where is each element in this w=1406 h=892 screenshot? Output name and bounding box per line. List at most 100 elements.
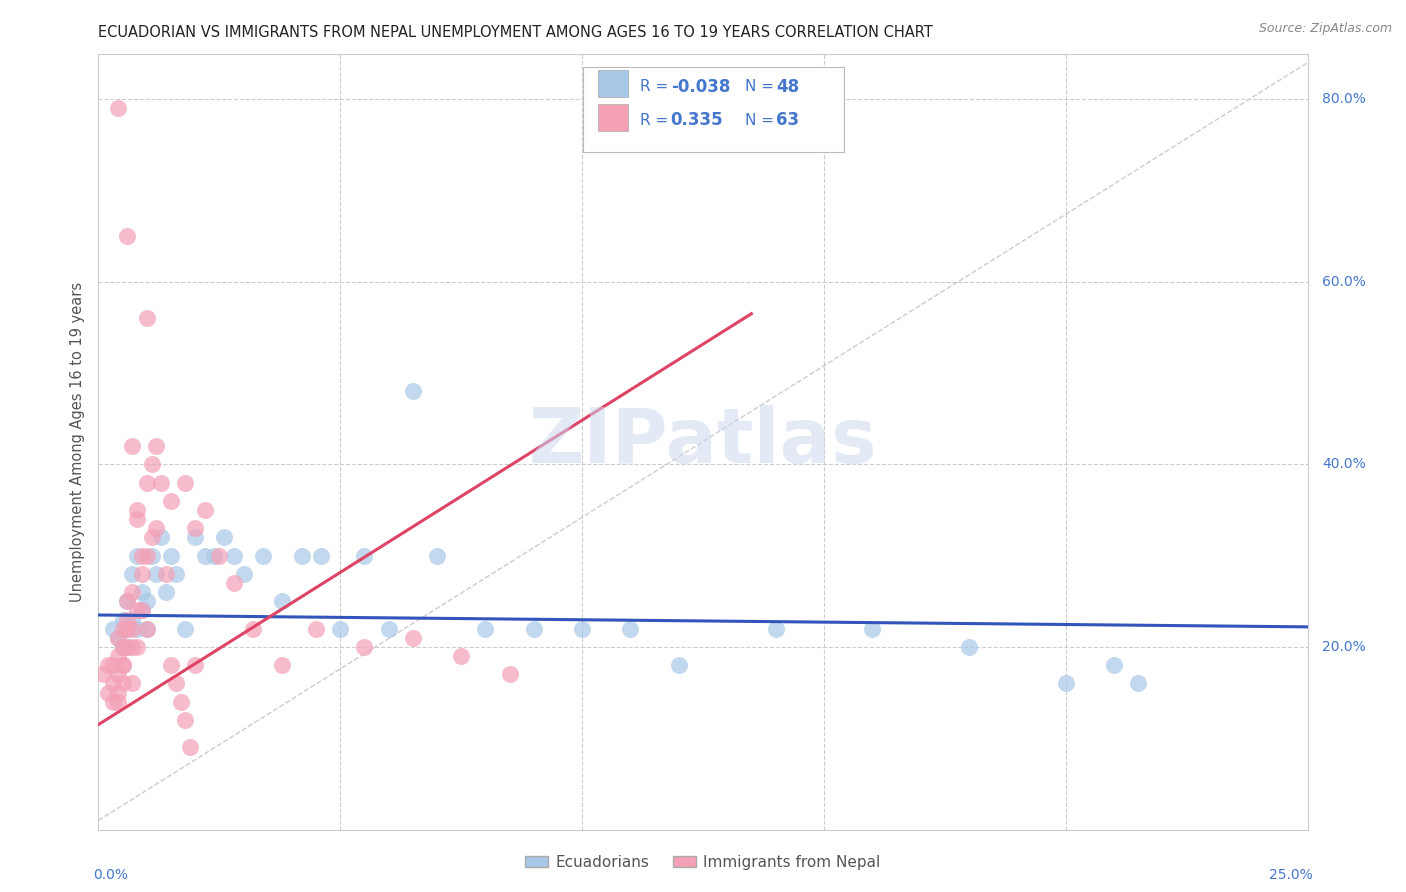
Point [127,512,149,526]
Point [619,622,641,636]
Point [1128,676,1150,690]
Point [204,549,226,563]
Point [111,613,134,627]
Point [145,439,167,453]
Point [160,658,183,673]
Point [131,585,153,599]
Text: 63: 63 [776,112,799,129]
Point [141,458,163,472]
Point [174,622,197,636]
Point [571,622,593,636]
Text: 80.0%: 80.0% [1322,92,1367,106]
Point [117,613,139,627]
Point [165,676,187,690]
Point [1102,658,1125,673]
Point [194,549,217,563]
Text: R =: R = [640,79,673,94]
Point [160,494,183,508]
Point [305,622,328,636]
Point [121,613,143,627]
Point [127,503,149,517]
Point [107,631,129,645]
Text: 20.0%: 20.0% [1322,640,1365,654]
Legend: Ecuadorians, Immigrants from Nepal: Ecuadorians, Immigrants from Nepal [519,849,887,876]
Point [141,530,163,544]
Point [194,503,217,517]
Point [111,622,134,636]
Text: Source: ZipAtlas.com: Source: ZipAtlas.com [1258,22,1392,36]
Point [111,640,134,654]
Point [1054,676,1077,690]
Point [91,667,114,681]
Y-axis label: Unemployment Among Ages 16 to 19 years: Unemployment Among Ages 16 to 19 years [69,282,84,601]
Text: N =: N = [745,79,779,94]
Point [222,576,245,591]
Point [179,740,201,755]
Text: 40.0%: 40.0% [1322,458,1365,471]
Point [101,676,124,690]
Point [111,658,134,673]
Point [97,658,120,673]
Point [155,566,177,581]
Point [111,676,134,690]
Point [107,667,129,681]
Point [121,439,143,453]
Point [127,622,149,636]
Point [107,695,129,709]
Point [127,603,149,617]
Text: 25.0%: 25.0% [1268,868,1312,882]
Point [329,622,352,636]
Point [450,649,472,664]
Point [111,640,134,654]
Point [131,549,153,563]
Point [377,622,399,636]
Text: 0.0%: 0.0% [94,868,128,882]
Point [135,311,157,326]
Point [145,566,167,581]
Point [174,713,197,727]
Point [957,640,980,654]
Point [107,101,129,115]
Point [135,622,157,636]
Point [117,229,139,244]
Point [523,622,546,636]
Point [252,549,274,563]
Point [232,566,254,581]
Point [474,622,496,636]
Text: -0.038: -0.038 [671,78,730,95]
Point [135,475,157,490]
Point [107,685,129,699]
Point [309,549,332,563]
Point [668,658,690,673]
Point [208,549,231,563]
Text: 48: 48 [776,78,799,95]
Point [184,658,207,673]
Point [121,622,143,636]
Point [165,566,187,581]
Point [127,640,149,654]
Point [242,622,264,636]
Point [131,603,153,617]
Point [97,685,120,699]
Point [121,566,143,581]
Point [169,695,191,709]
Point [353,640,375,654]
Point [402,384,425,399]
Point [127,549,149,563]
Point [860,622,883,636]
Point [121,640,143,654]
Text: 60.0%: 60.0% [1322,275,1367,289]
Point [117,594,139,608]
Point [117,622,139,636]
Point [117,640,139,654]
Point [117,622,139,636]
Text: 0.335: 0.335 [671,112,723,129]
Point [117,640,139,654]
Point [765,622,787,636]
Point [498,667,520,681]
Point [135,549,157,563]
Point [155,585,177,599]
Point [101,695,124,709]
Point [174,475,197,490]
Point [271,658,294,673]
